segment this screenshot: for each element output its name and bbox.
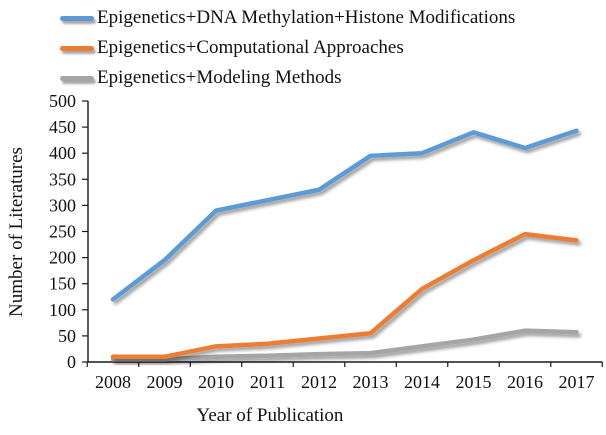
y-axis-tick-label: 250 [49, 222, 76, 242]
legend-label: Epigenetics+Modeling Methods [97, 67, 342, 88]
x-axis-tick-label: 2012 [301, 372, 337, 392]
y-axis-tick-label: 0 [67, 352, 76, 372]
legend-line-swatch-blue [60, 15, 94, 21]
axes [82, 100, 603, 367]
series-line-0 [110, 128, 579, 302]
x-axis-tick-label: 2010 [198, 372, 234, 392]
x-axis-tick-label: 2011 [250, 372, 285, 392]
legend-label: Epigenetics+Computational Approaches [97, 37, 404, 58]
chart-legend: Epigenetics+DNA Methylation+Histone Modi… [60, 7, 515, 89]
x-axis-tick-label: 2009 [147, 372, 183, 392]
legend-line-swatch-gray [60, 75, 94, 81]
x-axis-title: Year of Publication [197, 405, 344, 426]
x-axis-tick-label: 2014 [404, 372, 440, 392]
y-axis-tick-label: 150 [49, 274, 76, 294]
y-axis-tick-label: 100 [49, 300, 76, 320]
legend-label: Epigenetics+DNA Methylation+Histone Modi… [97, 7, 516, 28]
y-axis-tick-label: 350 [49, 169, 76, 189]
legend-item-dna-methylation: Epigenetics+DNA Methylation+Histone Modi… [60, 7, 515, 29]
axis-labels: 0 50 100 150 200 250 300 350 400 450 500 2008 2009 20… [6, 91, 595, 426]
y-axis-tick-label: 450 [49, 117, 76, 137]
legend-line-swatch-orange [60, 45, 94, 51]
y-axis-title: Number of Literatures [6, 147, 27, 317]
x-axis-tick-label: 2017 [559, 372, 595, 392]
series-line-1 [110, 231, 579, 360]
x-axis-tick-label: 2016 [507, 372, 543, 392]
x-axis-tick-label: 2013 [353, 372, 389, 392]
series-line-2 [110, 328, 579, 362]
y-axis-tick-label: 50 [58, 326, 76, 346]
x-axis-tick-label: 2015 [456, 372, 492, 392]
y-axis-tick-label: 200 [49, 248, 76, 268]
y-axis-tick-label: 300 [49, 195, 76, 215]
x-axis-tick-label: 2008 [95, 372, 131, 392]
y-axis-tick-label: 400 [49, 143, 76, 163]
series-lines [110, 128, 579, 362]
y-axis-tick-label: 500 [49, 91, 76, 111]
legend-item-computational: Epigenetics+Computational Approaches [60, 37, 515, 59]
legend-item-modeling: Epigenetics+Modeling Methods [60, 67, 515, 89]
